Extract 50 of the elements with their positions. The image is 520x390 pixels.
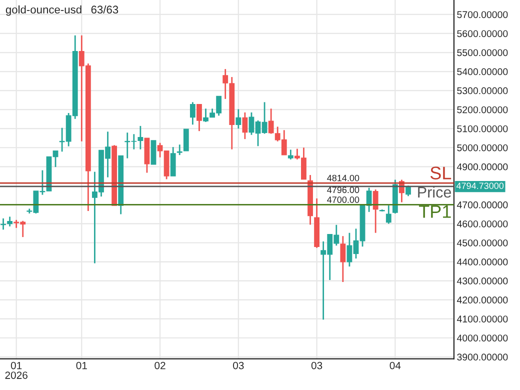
- y-tick-label: 5100.00000: [457, 125, 508, 132]
- candlestick: [288, 149, 294, 160]
- candlestick: [138, 125, 144, 150]
- x-tick-label: 01: [76, 362, 87, 370]
- ref-line-label: TP1: [418, 205, 451, 218]
- x-tick-label: 04: [390, 362, 401, 370]
- annotation: 4700.00: [327, 196, 360, 203]
- x-tick-label: 02: [154, 362, 166, 370]
- y-tick-label: 4700.00000: [456, 201, 508, 208]
- y-tick-label: 5600.00000: [457, 30, 508, 38]
- y-tick-label: 5400.00000: [457, 68, 508, 76]
- y-tick-label: 4900.00000: [456, 163, 508, 170]
- candlestick: [372, 188, 378, 234]
- y-tick-label: 4100.00000: [456, 316, 508, 322]
- y-tick-label: 5700.00000: [457, 11, 508, 18]
- candlestick: [268, 108, 274, 134]
- ref-line-label: Price: [418, 186, 452, 198]
- candlestick: [190, 101, 196, 126]
- candlestick: [236, 108, 242, 130]
- y-tick-label: 5000.00000: [457, 144, 508, 152]
- y-tick-label: 5300.00000: [457, 87, 508, 94]
- text: 4794.73000: [456, 182, 504, 189]
- candlestick: [386, 204, 392, 224]
- candlestick: [0, 218, 6, 230]
- candlestick: [150, 140, 156, 165]
- chart-subtitle: 63/63: [91, 5, 118, 14]
- y-tick-label: 4200.00000: [456, 296, 508, 304]
- candlestick: [196, 104, 202, 132]
- y-tick-label: 4400.00000: [456, 258, 508, 266]
- x-tick-label: 03: [233, 362, 244, 370]
- candlestick: [203, 108, 208, 123]
- y-tick-label: 4300.00000: [456, 278, 508, 284]
- candlestick: [340, 235, 346, 283]
- candlestick: [176, 144, 182, 156]
- candlestick: [183, 128, 189, 152]
- ref-line-label: SL: [430, 166, 452, 180]
- annotation: 4796.00: [327, 186, 360, 194]
- y-tick-label: 4500.00000: [456, 239, 508, 246]
- candlestick: [170, 146, 176, 177]
- y-tick-label: 5200.00000: [457, 106, 508, 114]
- y-tick-label: 5500.00000: [457, 49, 508, 56]
- x-tick-label: 03: [311, 362, 322, 370]
- y-tick-label: 4000.00000: [456, 334, 508, 342]
- candlestick: [242, 112, 248, 140]
- chart-title: gold-ounce-usd: [6, 5, 82, 16]
- y-tick-label: 3900.00000: [457, 354, 508, 361]
- annotation: 4814.00: [327, 174, 360, 182]
- x-tick-label: 01 2026: [5, 362, 28, 379]
- y-tick-label: 4600.00000: [456, 220, 508, 228]
- candlestick: [7, 216, 13, 228]
